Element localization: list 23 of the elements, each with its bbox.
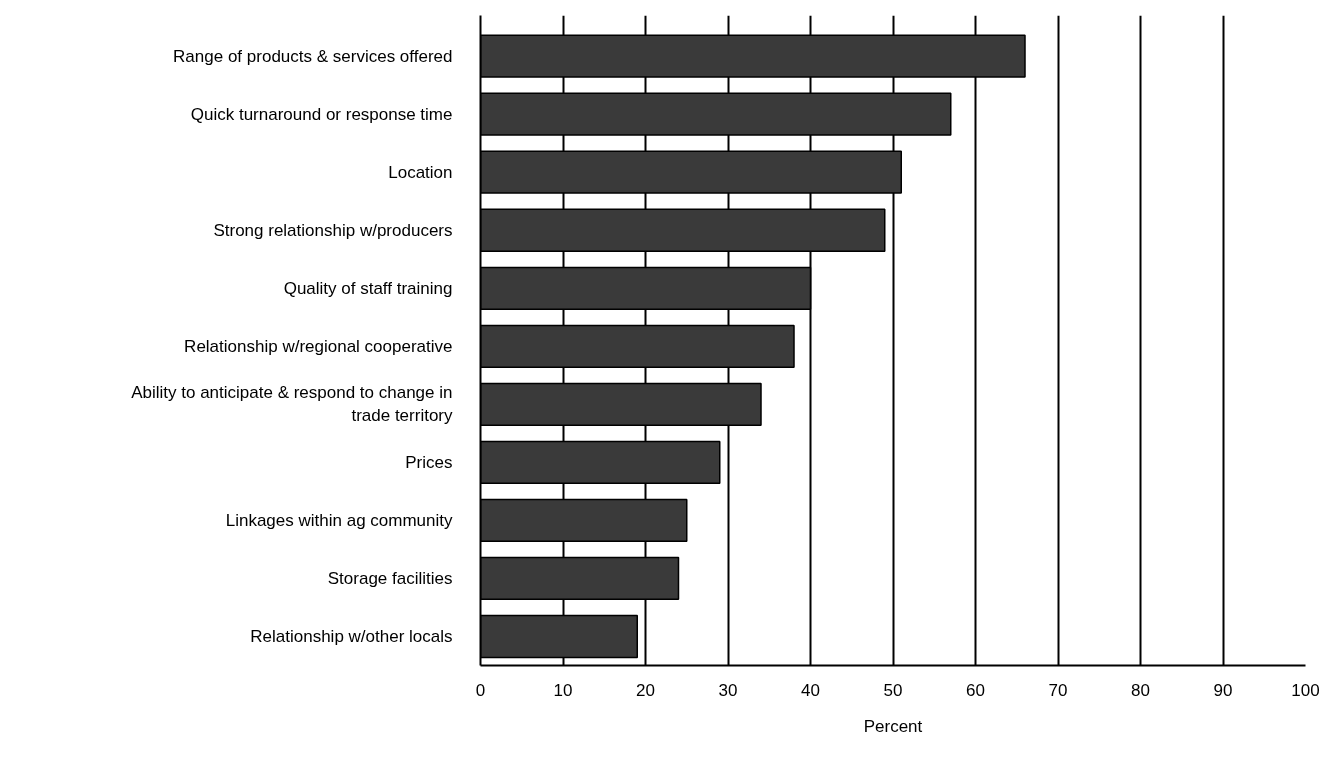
y-tick-label: Prices [405,452,453,472]
y-tick-label: Storage facilities [327,568,453,588]
y-tick-label: Relationship w/regional cooperative [184,336,453,356]
y-tick-label: Relationship w/other locals [250,626,453,646]
x-tick-label: 100 [1291,680,1320,700]
x-tick-label: 20 [636,680,655,700]
y-tick-label: Ability to anticipate & respond to change in trade territory [131,383,453,426]
y-tick-label: Strong relationship w/producers [213,220,453,240]
x-tick-label: 90 [1213,680,1233,700]
x-tick-label: 30 [718,680,738,700]
y-tick-label: Quality of staff training [283,278,453,298]
x-axis-title: Percent [863,716,923,736]
x-tick-label: 80 [1131,680,1150,700]
y-tick-label: Location [388,162,453,182]
x-tick-label: 60 [966,680,985,700]
x-tick-label: 50 [883,680,903,700]
x-tick-label: 70 [1048,680,1068,700]
y-tick-label: Linkages within ag community [225,510,453,530]
x-tick-label: 40 [801,680,820,700]
y-tick-label: Range of products & services offered [173,46,453,66]
x-tick-label: 0 [475,680,486,700]
x-tick-label: 10 [553,680,573,700]
y-tick-label: Quick turnaround or response time [190,104,453,124]
